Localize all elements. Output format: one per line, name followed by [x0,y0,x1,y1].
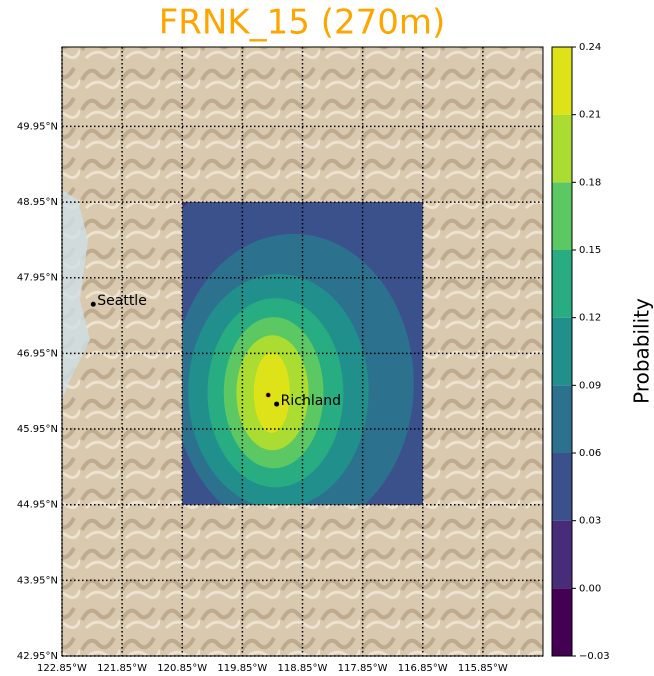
y-tick-label: 45.95°N [17,424,58,435]
x-tick-label: 118.85°W [278,663,328,674]
y-tick-label: 46.95°N [17,348,58,359]
x-tick-label: 122.85°W [37,663,87,674]
colorbar-tick-label: −0.03 [579,651,610,662]
x-tick-label: 117.85°W [338,663,388,674]
x-tick-label: 121.85°W [97,663,147,674]
colorbar-label: Probability [630,298,654,404]
colorbar-segment [552,385,572,453]
colorbar-segment [552,182,572,250]
page: Seattle Richland FRNK_15 (270m) Probabili… [0,0,654,676]
colorbar-segment [552,250,572,318]
y-tick-label: 43.95°N [17,575,58,586]
colorbar-tick-label: 0.18 [579,177,601,188]
chart-title: FRNK_15 (270m) [159,3,446,43]
colorbar-segment [552,318,572,386]
y-tick-label: 44.95°N [17,500,58,511]
colorbar-segment [552,115,572,183]
city-marker [274,402,279,407]
colorbar-tick-label: 0.21 [579,110,601,121]
colorbar-tick-label: 0.24 [579,42,601,53]
chart: Seattle Richland FRNK_15 (270m) Probabili… [0,0,654,676]
city-marker [91,302,96,307]
y-tick-label: 42.95°N [17,651,58,662]
colorbar-tick-label: 0.15 [579,245,601,256]
colorbar-tick-label: 0.03 [579,516,601,527]
x-tick-label: 119.85°W [217,663,267,674]
colorbar-segment [552,453,572,521]
colorbar-segment [552,521,572,589]
colorbar-tick-label: 0.06 [579,448,601,459]
city-label: Richland [281,393,341,409]
y-tick-label: 49.95°N [17,121,58,132]
colorbar-segment [552,47,572,115]
x-tick-label: 120.85°W [157,663,207,674]
x-tick-label: 115.85°W [458,663,508,674]
colorbar-segment [552,588,572,656]
colorbar-tick-label: 0.00 [579,583,601,594]
city-label: Seattle [97,293,147,309]
y-tick-label: 47.95°N [17,273,58,284]
x-tick-label: 116.85°W [398,663,448,674]
y-tick-label: 48.95°N [17,197,58,208]
colorbar-tick-label: 0.12 [579,313,601,324]
colorbar-tick-label: 0.09 [579,380,601,391]
site-marker [266,393,271,398]
